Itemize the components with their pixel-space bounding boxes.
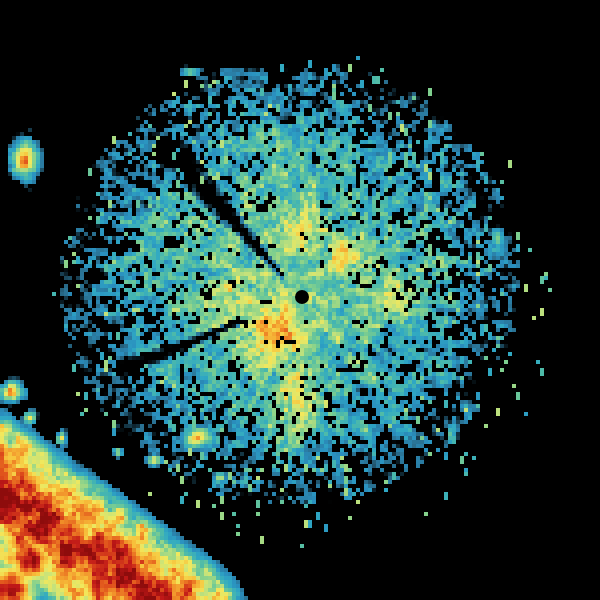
reflectivity-heatmap-canvas[interactable]	[0, 0, 600, 600]
radar-display	[0, 0, 600, 600]
